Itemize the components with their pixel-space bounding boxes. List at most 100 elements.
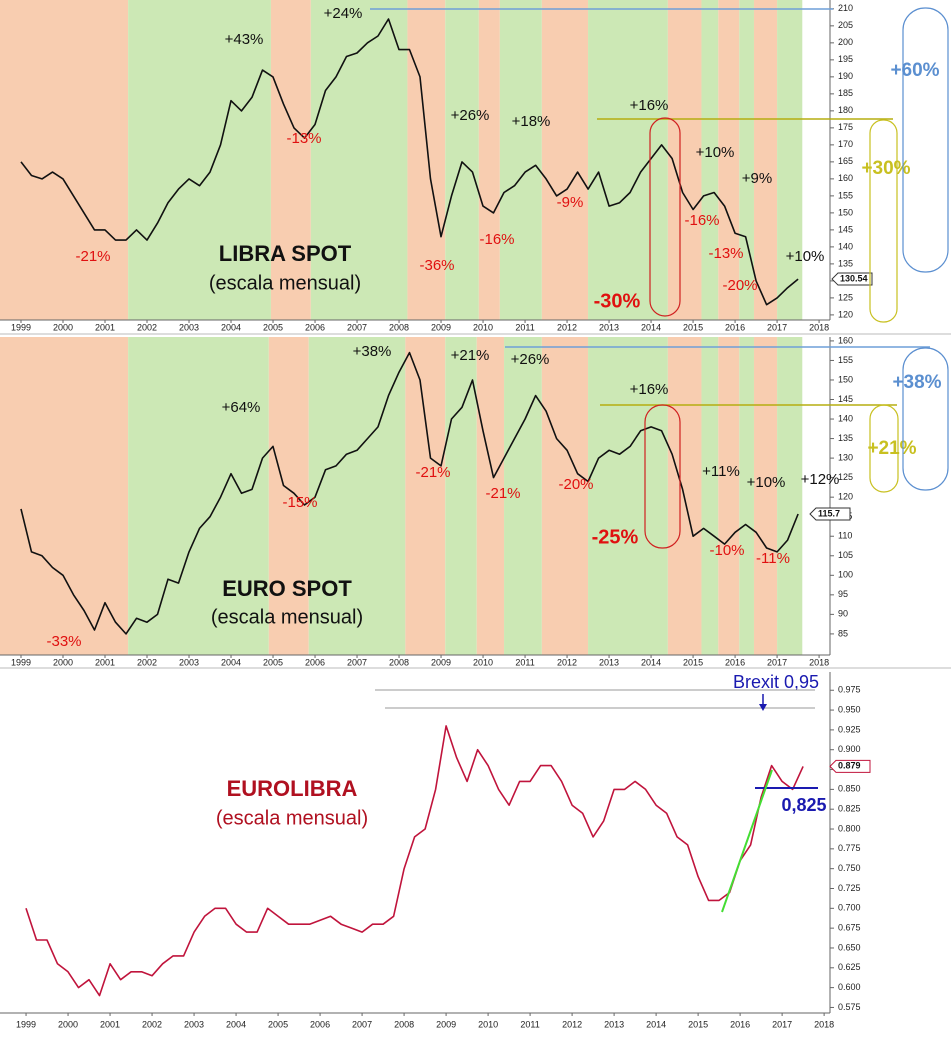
panel-subtitle: (escala mensual) (216, 807, 368, 829)
x-tick-label: 2007 (352, 1019, 372, 1029)
x-tick-label: 2016 (725, 322, 745, 332)
x-tick-label: 2017 (767, 657, 787, 667)
x-tick-label: 2003 (184, 1019, 204, 1029)
annotation: -10% (709, 542, 744, 559)
y-tick-label: 110 (838, 531, 852, 541)
shaded-period (499, 0, 542, 320)
y-tick-label: 135 (838, 258, 853, 268)
y-tick-label: 100 (838, 570, 853, 580)
y-tick-label: 155 (838, 190, 853, 200)
x-tick-label: 2011 (520, 1019, 539, 1029)
annotation: +30% (861, 158, 910, 179)
shaded-period (718, 337, 740, 655)
x-tick-label: 2015 (683, 322, 703, 332)
y-tick-label: 180 (838, 105, 853, 115)
x-tick-label: 2018 (809, 657, 829, 667)
shaded-period (270, 0, 311, 320)
x-tick-label: 2015 (688, 1019, 708, 1029)
y-tick-label: 0.850 (838, 784, 861, 794)
annotation: +10% (786, 248, 825, 265)
x-tick-label: 2018 (814, 1019, 834, 1029)
price-line (25, 725, 804, 997)
x-tick-label: 2009 (431, 322, 451, 332)
y-tick-label: 145 (838, 224, 853, 234)
shaded-period (701, 0, 719, 320)
y-tick-label: 175 (838, 122, 853, 132)
shaded-period (739, 0, 754, 320)
x-tick-label: 2010 (478, 1019, 498, 1029)
shaded-period (308, 337, 406, 655)
x-tick-label: 2014 (646, 1019, 666, 1029)
y-tick-label: 165 (838, 156, 853, 166)
panel: 1201251301351401451501551601651701751801… (0, 0, 940, 332)
x-tick-label: 2003 (179, 657, 199, 667)
annotation: +21% (867, 438, 916, 459)
annotation: +60% (890, 60, 939, 81)
annotation: -21% (415, 464, 450, 481)
y-tick-label: 195 (838, 54, 853, 64)
x-tick-label: 2007 (347, 322, 367, 332)
x-tick-label: 2015 (683, 657, 703, 667)
annotation: +11% (702, 463, 740, 480)
x-tick-label: 2016 (730, 1019, 750, 1029)
y-tick-label: 145 (838, 394, 853, 404)
highlight (902, 347, 949, 491)
annotation: +16% (630, 97, 669, 114)
y-tick-label: 170 (838, 139, 853, 149)
x-tick-label: 2013 (599, 322, 619, 332)
shaded-period (777, 337, 803, 655)
y-tick-label: 90 (838, 609, 848, 619)
annotation: -21% (485, 485, 520, 502)
y-tick-label: 150 (838, 207, 853, 217)
y-tick-label: 105 (838, 550, 853, 560)
x-tick-label: 2010 (473, 322, 493, 332)
annotation: +12% (801, 471, 840, 488)
shaded-period (0, 337, 129, 655)
highlight (644, 404, 681, 549)
highlight (869, 404, 899, 493)
x-tick-label: 2018 (809, 322, 829, 332)
shaded-period (407, 0, 446, 320)
panel-subtitle: (escala mensual) (211, 606, 363, 628)
x-tick-label: 2005 (268, 1019, 288, 1029)
shaded-period (128, 0, 271, 320)
price-line (20, 18, 799, 306)
y-tick-label: 0.800 (838, 823, 861, 833)
arrow-head (759, 704, 767, 711)
shaded-period (445, 0, 479, 320)
last-value-label: 115.7 (818, 508, 840, 518)
annotation: -33% (46, 633, 81, 650)
panel-title: EURO SPOT (222, 576, 352, 601)
y-tick-label: 0.925 (838, 724, 861, 734)
shaded-period (777, 0, 803, 320)
y-tick-label: 120 (838, 492, 853, 502)
y-tick-label: 155 (838, 355, 853, 365)
annotation: +38% (353, 343, 392, 360)
annotation: +26% (511, 351, 550, 368)
highlight (902, 7, 949, 273)
shaded-period (588, 337, 668, 655)
x-tick-label: 2002 (137, 322, 157, 332)
annotation: -20% (722, 277, 757, 294)
annotation: -30% (594, 290, 641, 312)
last-value-tag (831, 272, 873, 286)
panel-subtitle: (escala mensual) (209, 272, 361, 294)
y-tick-label: 0.600 (838, 982, 861, 992)
trend-line (721, 769, 773, 913)
annotation: +10% (696, 144, 735, 161)
shaded-period (718, 0, 740, 320)
shaded-period (478, 0, 500, 320)
annotation: -36% (419, 257, 454, 274)
x-tick-label: 2002 (137, 657, 157, 667)
x-tick-label: 2009 (431, 657, 451, 667)
panel-title: LIBRA SPOT (219, 241, 352, 266)
shaded-period (0, 0, 129, 320)
annotation: -25% (592, 526, 639, 548)
shaded-period (268, 337, 309, 655)
annotation: -16% (684, 212, 719, 229)
shaded-period (739, 337, 754, 655)
x-tick-label: 2008 (394, 1019, 414, 1029)
annotation: 0,825 (781, 795, 826, 815)
annotation: -11% (756, 550, 790, 567)
highlight (869, 119, 898, 323)
